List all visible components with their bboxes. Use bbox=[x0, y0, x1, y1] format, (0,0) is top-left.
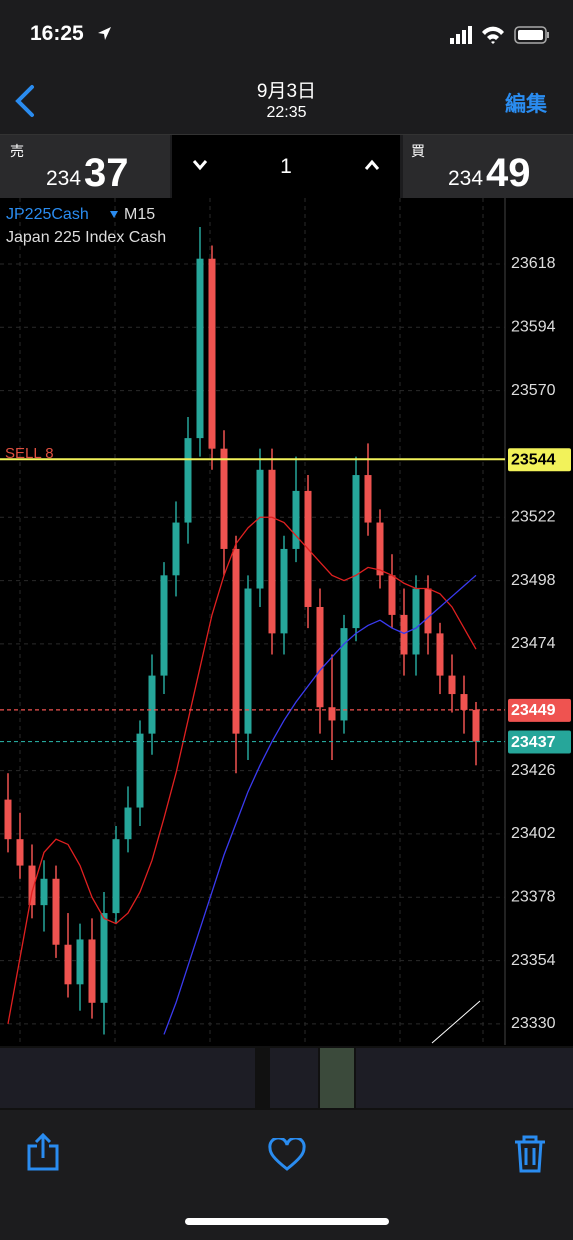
candle-body bbox=[460, 694, 468, 710]
share-button[interactable] bbox=[26, 1132, 60, 1172]
price-tag-label: 23544 bbox=[511, 451, 556, 468]
buy-price: 49 bbox=[486, 151, 531, 195]
price-tag-label: 23437 bbox=[511, 734, 556, 751]
candle-body bbox=[76, 939, 84, 985]
candle-body bbox=[4, 799, 12, 840]
quote-bar: 売 234 37 1 買 234 49 bbox=[0, 135, 573, 198]
delete-button[interactable] bbox=[512, 1134, 548, 1174]
sell-price: 37 bbox=[84, 151, 129, 195]
price-tag bbox=[508, 698, 571, 722]
candle-body bbox=[364, 475, 372, 523]
thumbnail-strip bbox=[0, 1046, 573, 1110]
candle-body bbox=[400, 614, 408, 655]
chart: JP225Cash M15 Japan 225 Index Cash 23330… bbox=[0, 198, 571, 1045]
candle-body bbox=[124, 807, 132, 840]
y-tick-label: 23498 bbox=[511, 572, 556, 589]
sell-prefix: 234 bbox=[46, 167, 82, 190]
candle-body bbox=[220, 448, 228, 549]
toolbar bbox=[0, 1110, 573, 1240]
description: Japan 225 Index Cash bbox=[6, 229, 166, 246]
nav-bar: 9月3日 22:35 編集 bbox=[0, 70, 573, 135]
candle-body bbox=[172, 522, 180, 576]
candle-body bbox=[100, 913, 108, 1003]
candle-body bbox=[268, 469, 276, 634]
candle-body bbox=[436, 633, 444, 676]
candle-body bbox=[160, 575, 168, 676]
candle-body bbox=[352, 475, 360, 629]
volume-up[interactable] bbox=[364, 159, 380, 171]
candle-body bbox=[28, 865, 36, 906]
favorite-button[interactable] bbox=[268, 1138, 306, 1172]
candle-body bbox=[196, 258, 204, 439]
home-indicator bbox=[185, 1218, 389, 1225]
moving-average bbox=[163, 574, 477, 1035]
y-tick-label: 23402 bbox=[511, 825, 556, 842]
y-tick-label: 23474 bbox=[511, 635, 556, 652]
candle-body bbox=[376, 522, 384, 576]
y-tick-label: 23354 bbox=[511, 952, 556, 969]
thumbnail-current[interactable] bbox=[320, 1048, 354, 1108]
candle-body bbox=[232, 548, 240, 734]
y-tick-label: 23594 bbox=[511, 319, 556, 336]
volume-down[interactable] bbox=[192, 159, 208, 171]
y-tick-label: 23570 bbox=[511, 382, 556, 399]
status-icons bbox=[450, 26, 549, 44]
y-tick-label: 23618 bbox=[511, 255, 556, 272]
candle-body bbox=[448, 675, 456, 695]
volume-box: 1 bbox=[172, 135, 400, 198]
nav-date: 9月3日 bbox=[256, 81, 317, 102]
trend-line bbox=[431, 1000, 481, 1044]
candle-body bbox=[244, 588, 252, 734]
price-tag-label: 23449 bbox=[511, 702, 556, 719]
y-tick-label: 23522 bbox=[511, 508, 556, 525]
level-label: SELL 8 bbox=[5, 445, 54, 462]
edit-button[interactable]: 編集 bbox=[505, 93, 547, 116]
timeframe: M15 bbox=[124, 206, 155, 223]
candle-body bbox=[472, 709, 480, 742]
candle-body bbox=[340, 628, 348, 721]
thumbnail[interactable] bbox=[0, 1048, 255, 1108]
candle-body bbox=[208, 258, 216, 449]
candle-body bbox=[292, 490, 300, 549]
location-icon bbox=[98, 27, 111, 40]
y-tick-label: 23378 bbox=[511, 888, 556, 905]
buy-label: 買 bbox=[411, 143, 425, 159]
y-tick-label: 23426 bbox=[511, 762, 556, 779]
candle-body bbox=[136, 733, 144, 808]
thumbnail[interactable] bbox=[270, 1048, 318, 1108]
candle-body bbox=[316, 606, 324, 708]
moving-average bbox=[7, 516, 477, 1025]
candle-body bbox=[88, 939, 96, 1003]
price-tag bbox=[508, 730, 571, 754]
y-tick-label: 23330 bbox=[511, 1015, 556, 1032]
candle-body bbox=[328, 707, 336, 721]
sell-label: 売 bbox=[10, 143, 24, 159]
candle-body bbox=[388, 575, 396, 615]
symbol[interactable]: JP225Cash bbox=[6, 206, 89, 223]
candle-body bbox=[52, 878, 60, 945]
price-tag bbox=[508, 448, 571, 472]
buy-prefix: 234 bbox=[448, 167, 484, 190]
thumbnail[interactable] bbox=[356, 1048, 573, 1108]
nav-time: 22:35 bbox=[266, 104, 307, 121]
candle-body bbox=[424, 588, 432, 634]
sell-box[interactable]: 売 234 37 bbox=[0, 135, 170, 198]
candle-body bbox=[184, 438, 192, 523]
candle-body bbox=[148, 675, 156, 734]
status-bar: 16:25 bbox=[0, 0, 573, 70]
candle-body bbox=[112, 839, 120, 914]
buy-box[interactable]: 買 234 49 bbox=[403, 135, 573, 198]
candle-body bbox=[412, 588, 420, 655]
candle-body bbox=[256, 469, 264, 589]
back-button[interactable] bbox=[12, 84, 36, 118]
symbol-dropdown[interactable] bbox=[110, 211, 118, 218]
candle-body bbox=[280, 548, 288, 634]
candle-body bbox=[64, 944, 72, 985]
clock: 16:25 bbox=[30, 22, 84, 45]
candle-body bbox=[40, 878, 48, 906]
candle-body bbox=[16, 839, 24, 866]
volume[interactable]: 1 bbox=[280, 155, 292, 178]
